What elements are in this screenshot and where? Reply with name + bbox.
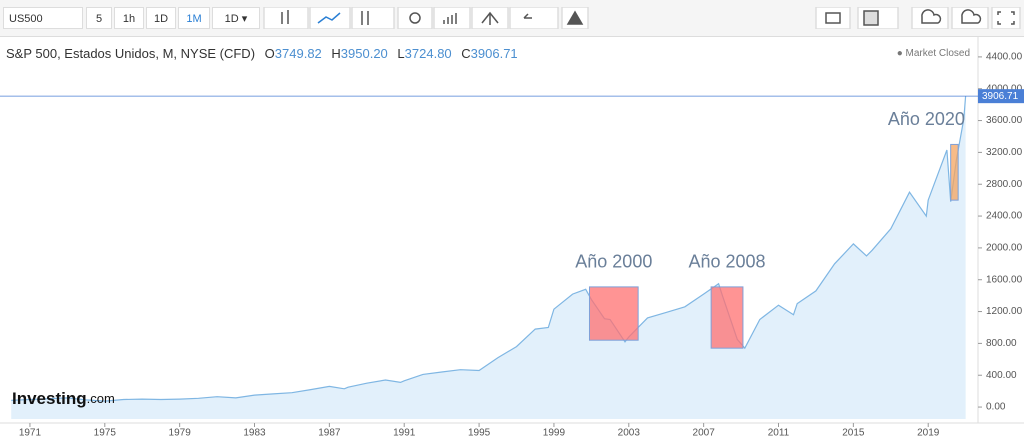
- y-tick-label: 800.00: [986, 338, 1017, 349]
- ohlc-key: O: [264, 46, 275, 61]
- legend: S&P 500, Estados Unidos, M, NYSE (CFD) O…: [6, 46, 518, 61]
- watermark-name: Investing: [12, 389, 87, 408]
- x-tick-label: 1999: [543, 428, 566, 437]
- x-tick-label: 2003: [618, 428, 641, 437]
- annotation-label: Año 2020: [888, 109, 965, 129]
- ohlc-value: 3724.80: [404, 46, 452, 61]
- market-status-text: Market Closed: [905, 48, 970, 59]
- interval-button[interactable]: 1M: [178, 7, 210, 29]
- last-price-label: 3906.71: [982, 91, 1019, 102]
- y-tick-label: 2000.00: [986, 243, 1023, 254]
- y-tick-label: 4400.00: [986, 52, 1023, 63]
- x-tick-label: 1995: [468, 428, 491, 437]
- y-tick-label: 3600.00: [986, 115, 1023, 126]
- interval-button[interactable]: 1D: [146, 7, 176, 29]
- undo-icon: [523, 13, 532, 19]
- watermark-suffix: .com: [87, 391, 115, 406]
- fullscreen-icon: [997, 11, 1015, 25]
- ohlc-value: 3906.71: [470, 46, 518, 61]
- fullscreen-button[interactable]: [991, 7, 1021, 29]
- layout-icon: [863, 10, 879, 26]
- instrument-name: S&P 500, Estados Unidos, M, NYSE (CFD): [6, 46, 256, 61]
- market-status: ● Market Closed: [896, 48, 970, 59]
- annotation-label: Año 2000: [575, 252, 652, 272]
- y-axis-strip: [978, 37, 1024, 437]
- x-tick-label: 2011: [768, 428, 790, 437]
- ohlc-value: 3749.82: [274, 46, 322, 61]
- interval-button[interactable]: 1h: [114, 7, 144, 29]
- y-tick-label: 2400.00: [986, 211, 1023, 222]
- y-tick-label: 400.00: [986, 370, 1017, 381]
- x-tick-label: 2007: [693, 428, 716, 437]
- indicators-button[interactable]: [351, 7, 395, 29]
- candles-icon: [281, 10, 289, 24]
- annotation-label: Año 2008: [689, 252, 766, 272]
- x-tick-label: 2015: [842, 428, 865, 437]
- chart: 0.00 400.00 800.00 1200.00 1600.00 2000.00 240…: [0, 37, 1024, 437]
- x-tick-label: 1975: [94, 428, 117, 437]
- watermark: Investing.com: [12, 389, 115, 408]
- x-tick-label: 2019: [917, 428, 940, 437]
- x-tick-label: 1987: [318, 428, 341, 437]
- last-price-tag: [978, 89, 1024, 104]
- interval-dropdown[interactable]: 1D ▾: [212, 7, 260, 29]
- symbol-input[interactable]: US500: [3, 7, 83, 29]
- y-tick-label: 0.00: [986, 402, 1006, 413]
- y-tick-label: 4000.00: [986, 83, 1023, 94]
- x-tick-label: 1971: [19, 428, 42, 437]
- settings-icon: [409, 12, 421, 24]
- annotation-box: [588, 286, 639, 341]
- area-button[interactable]: [309, 7, 351, 29]
- camera-icon: [825, 12, 841, 24]
- area-icon: [317, 12, 341, 24]
- x-tick-label: 1991: [393, 428, 416, 437]
- ohlc-key: L: [397, 46, 405, 61]
- ohlc-key: H: [331, 46, 341, 61]
- price-line: [11, 96, 967, 402]
- ohlc-key: C: [461, 46, 471, 61]
- candles-button[interactable]: [263, 7, 309, 29]
- snapshot-button[interactable]: [815, 7, 851, 29]
- y-tick-label: 2800.00: [986, 179, 1023, 190]
- x-tick-label: 1983: [243, 428, 266, 437]
- alert-icon: [566, 10, 584, 25]
- toolbar: US500 5 1h 1D 1M 1D ▾: [0, 0, 1024, 37]
- cloud-icon: [961, 9, 982, 24]
- cloud-icon: [921, 9, 942, 24]
- y-tick-label: 1200.00: [986, 306, 1023, 317]
- undo-redo-button[interactable]: [509, 7, 559, 29]
- compare-icon: [481, 11, 499, 25]
- annotation-box: [710, 286, 744, 349]
- area-fill: [11, 96, 966, 419]
- indicators-icon: [361, 11, 369, 25]
- ohlc-value: 3950.20: [340, 46, 388, 61]
- y-tick-label: 3200.00: [986, 147, 1023, 158]
- toolbar-icons: [263, 7, 1021, 29]
- save-button[interactable]: [951, 7, 989, 29]
- settings-button[interactable]: [397, 7, 433, 29]
- annotation-box: [950, 143, 959, 201]
- interval-button[interactable]: 5: [86, 7, 112, 29]
- y-tick-label: 1600.00: [986, 274, 1023, 285]
- load-button[interactable]: [911, 7, 949, 29]
- x-tick-label: 1979: [169, 428, 192, 437]
- volume-icon: [443, 13, 457, 24]
